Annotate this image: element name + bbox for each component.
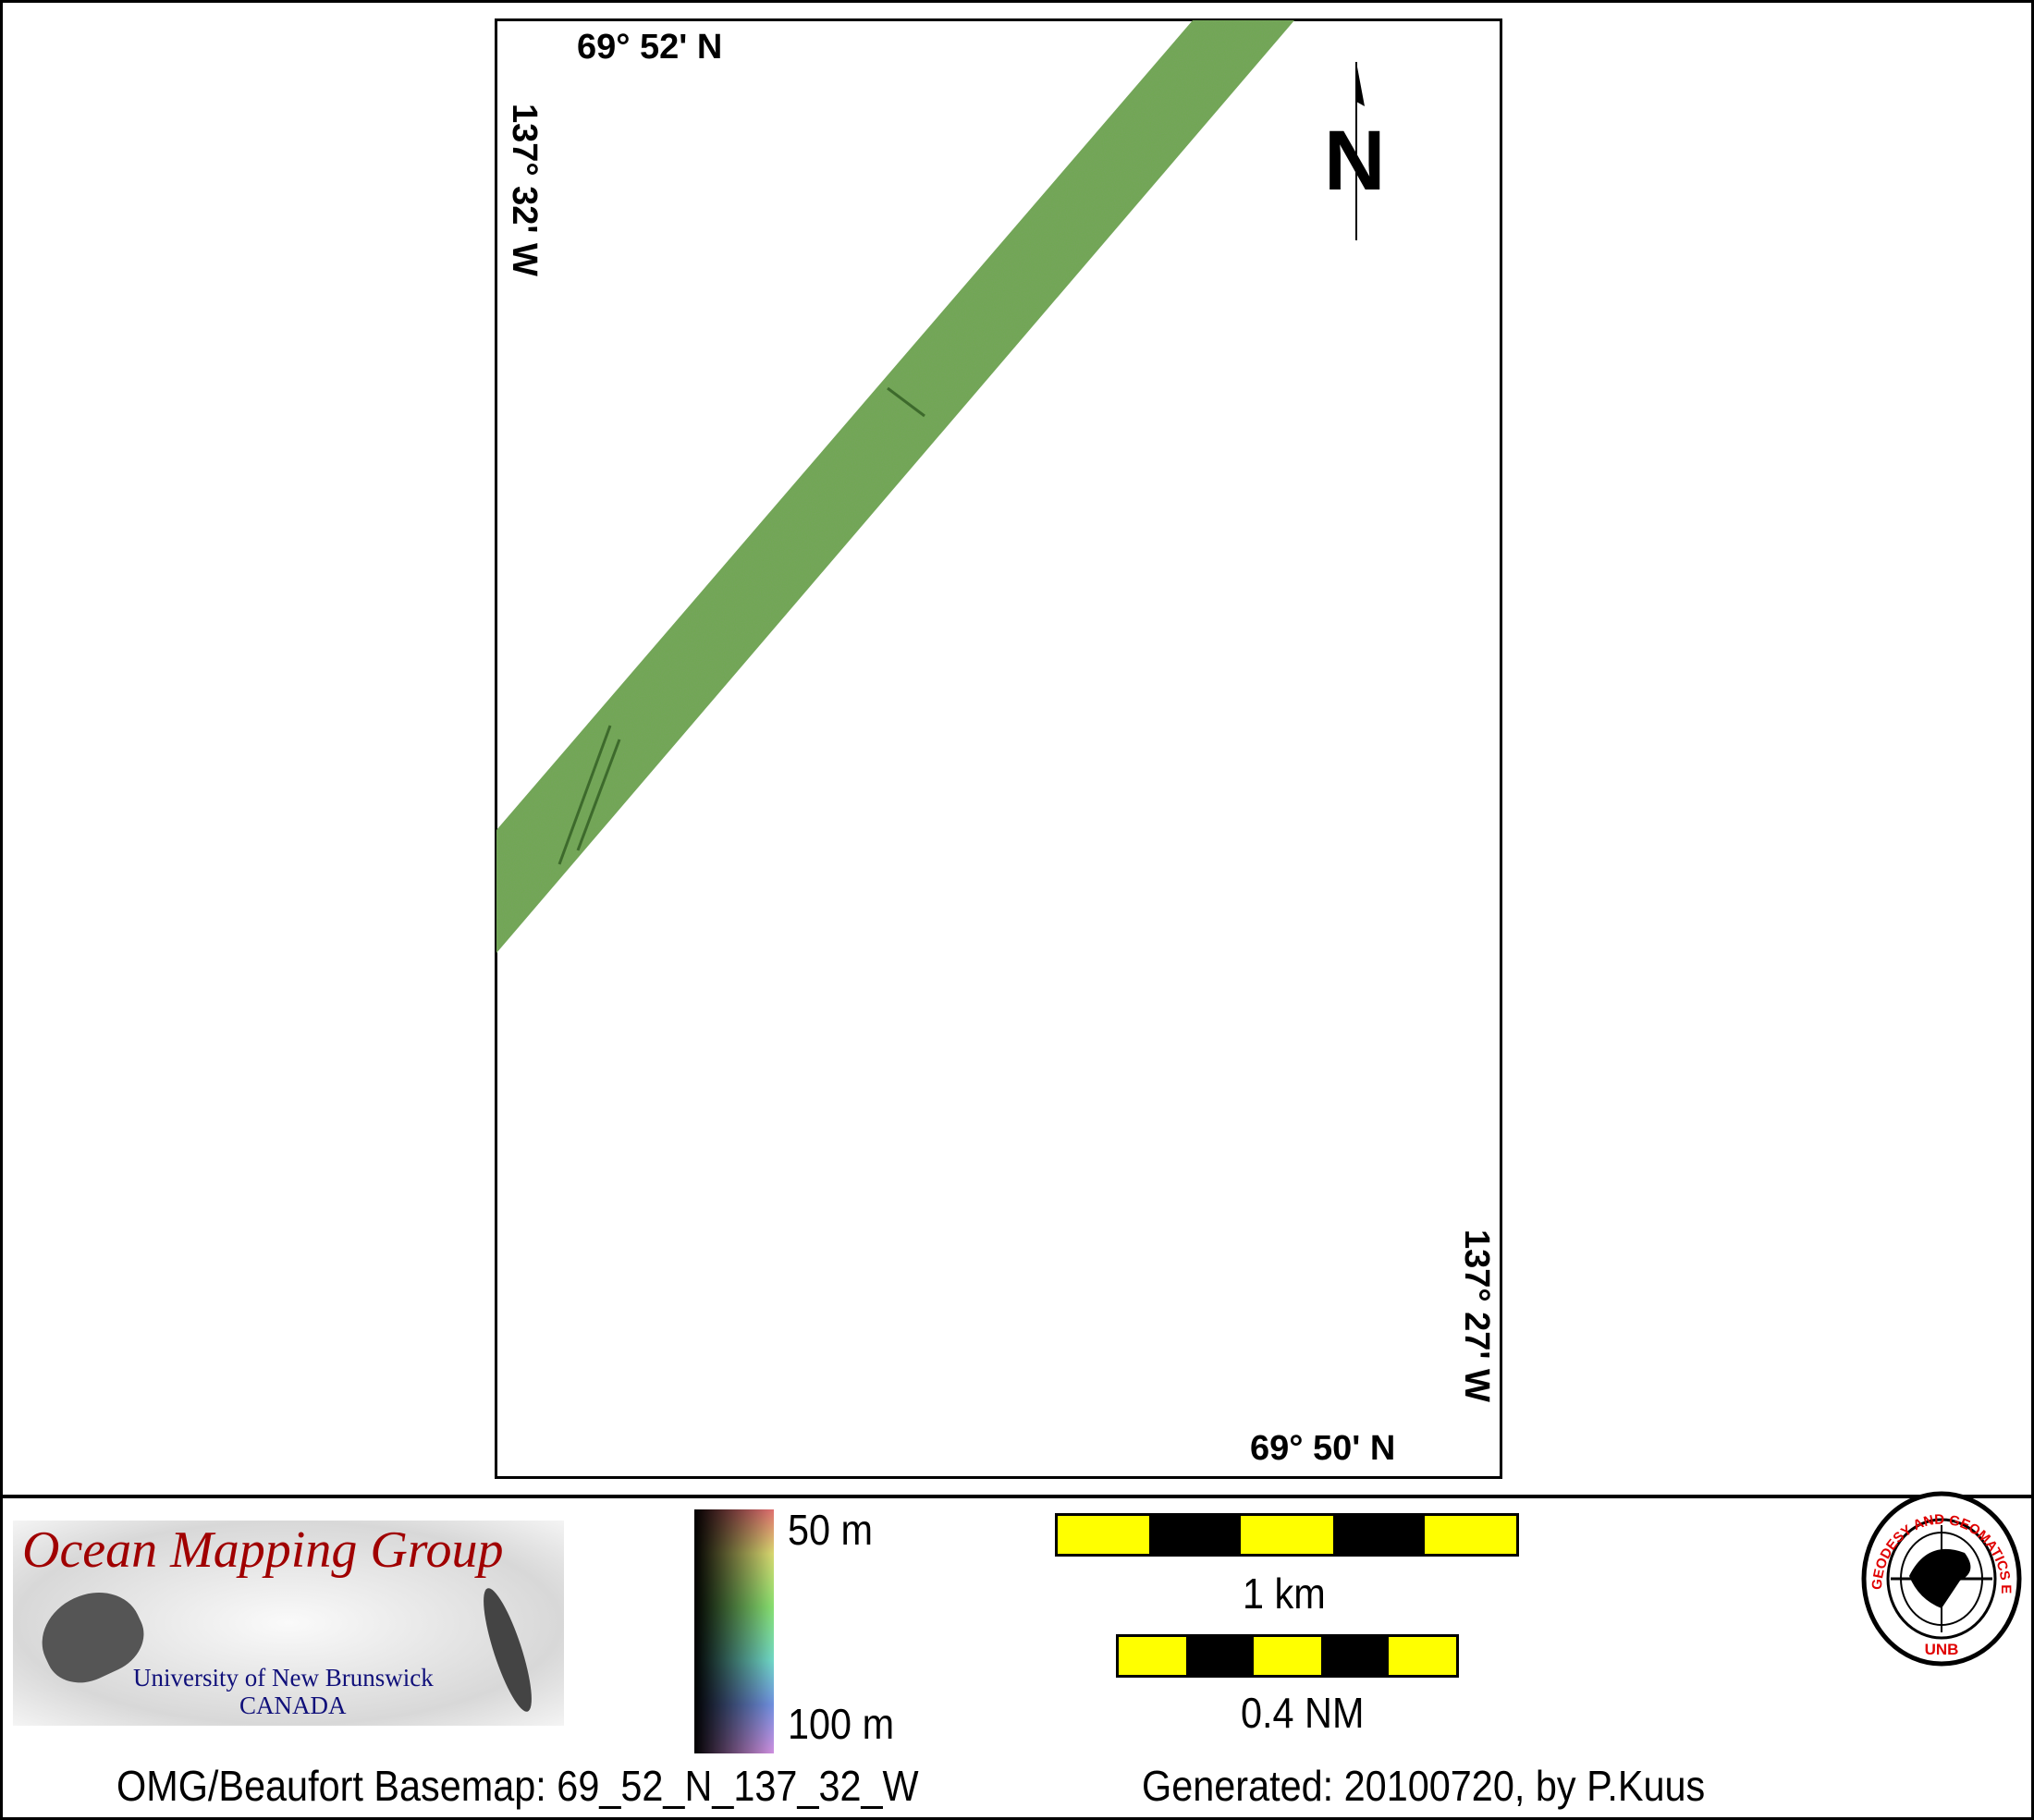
logo-country: CANADA	[239, 1692, 347, 1719]
left-longitude-label: 137° 32' W	[505, 104, 544, 276]
generated-caption: Generated: 20100720, by P.Kuus	[1142, 1762, 1706, 1810]
bottom-latitude-label: 69° 50' N	[1250, 1429, 1396, 1468]
omg-logo: Ocean Mapping Group University of New Br…	[13, 1521, 564, 1726]
depth-colorbar	[694, 1509, 774, 1753]
scale-km-label: 1 km	[1243, 1570, 1326, 1618]
north-arrow	[1355, 62, 1365, 240]
logo-university: University of New Brunswick	[133, 1664, 434, 1692]
scale-nm-label: 0.4 NM	[1241, 1689, 1365, 1737]
map-canvas	[496, 20, 1365, 953]
depth-min-label: 50 m	[788, 1506, 874, 1554]
scale-bar-km	[1055, 1513, 1519, 1557]
scale-bar-nm	[1116, 1634, 1459, 1678]
map-frame	[495, 18, 1502, 1479]
basemap-caption: OMG/Beaufort Basemap: 69_52_N_137_32_W	[116, 1762, 919, 1810]
unb-seal: GEODESY AND GEOMATICS ENGINEERING UNB	[1854, 1488, 2022, 1667]
depth-max-label: 100 m	[788, 1700, 895, 1748]
top-latitude-label: 69° 52' N	[577, 28, 723, 67]
seal-bottom-text: UNB	[1925, 1641, 1959, 1658]
footer-divider	[0, 1495, 2034, 1498]
logo-title: Ocean Mapping Group	[22, 1521, 504, 1579]
swath-texture	[496, 20, 1294, 953]
north-label: N	[1324, 114, 1386, 208]
towfish-icon	[474, 1583, 541, 1716]
right-longitude-label: 137° 27' W	[1457, 1229, 1496, 1402]
swath-ridges	[558, 386, 925, 865]
